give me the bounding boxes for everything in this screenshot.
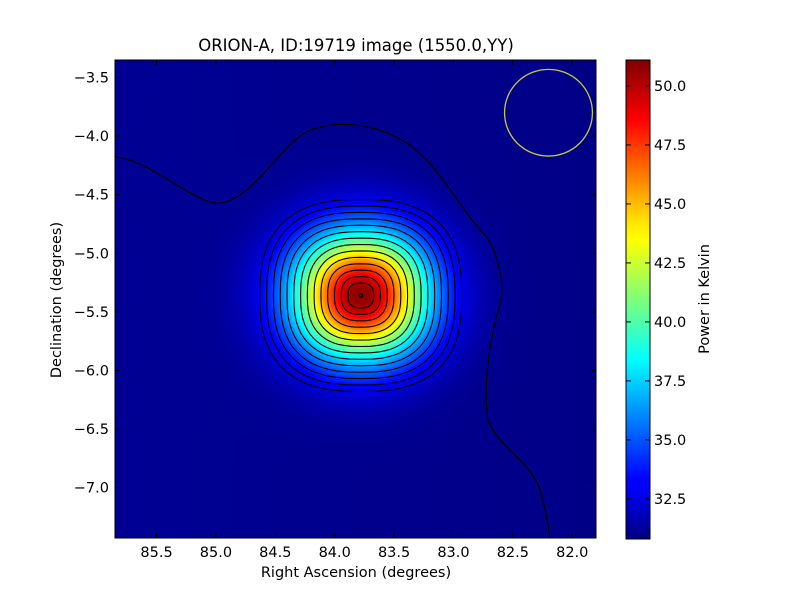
contour-line xyxy=(347,282,375,309)
y-tick-label: −6.0 xyxy=(74,363,109,379)
contour-line xyxy=(286,224,436,367)
x-tick-label: 82.5 xyxy=(497,545,529,561)
contour-line xyxy=(327,263,395,328)
contour-line xyxy=(272,211,449,380)
y-tick-label: −4.0 xyxy=(74,129,109,145)
colorbar-tick-label: 50.0 xyxy=(654,79,686,95)
plot-area: 85.5 85.0 84.5 84.0 83.5 83.0 82.5 82.0 −3.5 −4.… xyxy=(74,59,597,561)
y-tick-label: −5.0 xyxy=(74,246,109,262)
y-tick-label: −5.5 xyxy=(74,305,109,321)
x-tick-label: 83.5 xyxy=(378,545,410,561)
x-tick-label: 83.0 xyxy=(437,545,469,561)
colorbar: 32.5 35.0 37.5 40.0 42.5 45.0 47.5 50.0 Power i… xyxy=(625,59,713,540)
colorbar-gradient xyxy=(625,59,651,540)
colorbar-tick-label: 45.0 xyxy=(654,197,686,213)
x-axis-ticks: 85.5 85.0 84.5 84.0 83.5 83.0 82.5 82.0 xyxy=(140,60,588,561)
y-axis-label: Declination (degrees) xyxy=(49,222,65,378)
x-tick-label: 84.0 xyxy=(319,545,351,561)
chart-title: ORION-A, ID:19719 image (1550.0,YY) xyxy=(198,36,514,55)
x-tick-label: 82.0 xyxy=(556,545,588,561)
beam-circle xyxy=(503,68,594,157)
colorbar-tick-label: 42.5 xyxy=(654,256,686,272)
x-tick-label: 85.0 xyxy=(200,545,232,561)
contour-line xyxy=(333,269,388,322)
colorbar-tick-label: 40.0 xyxy=(654,315,686,331)
y-tick-label: −6.5 xyxy=(74,422,109,438)
peak-marker xyxy=(358,293,364,298)
contour-lines xyxy=(259,198,463,393)
x-tick-label: 84.5 xyxy=(259,545,291,561)
contour-line xyxy=(293,231,429,360)
y-tick-label: −7.0 xyxy=(74,481,109,497)
y-axis-ticks: −3.5 −4.0 −4.5 −5.0 −5.5 −6.0 −6.5 −7.0 xyxy=(74,71,596,497)
plot-frame xyxy=(114,59,597,539)
colorbar-tick-label: 35.0 xyxy=(654,433,686,449)
contour-line xyxy=(266,205,456,386)
contour-line xyxy=(313,250,409,341)
contour-line xyxy=(259,198,463,393)
contour-line xyxy=(340,276,381,315)
colorbar-tick-label: 37.5 xyxy=(654,374,686,390)
y-tick-label: −4.5 xyxy=(74,188,109,204)
colorbar-ticks: 32.5 35.0 37.5 40.0 42.5 45.0 47.5 50.0 xyxy=(626,79,686,508)
colorbar-tick-label: 32.5 xyxy=(654,492,686,508)
contour-line xyxy=(300,237,422,354)
heatmap-image xyxy=(115,60,596,538)
contour-line xyxy=(320,256,402,335)
colorbar-tick-label: 47.5 xyxy=(654,138,686,154)
x-axis-label: Right Ascension (degrees) xyxy=(261,565,451,581)
colorbar-label: Power in Kelvin xyxy=(697,244,713,354)
outer-contour-line xyxy=(115,123,551,538)
contour-line xyxy=(279,218,443,373)
contour-line xyxy=(306,243,415,348)
x-tick-label: 85.5 xyxy=(140,545,172,561)
y-tick-label: −3.5 xyxy=(74,71,109,87)
